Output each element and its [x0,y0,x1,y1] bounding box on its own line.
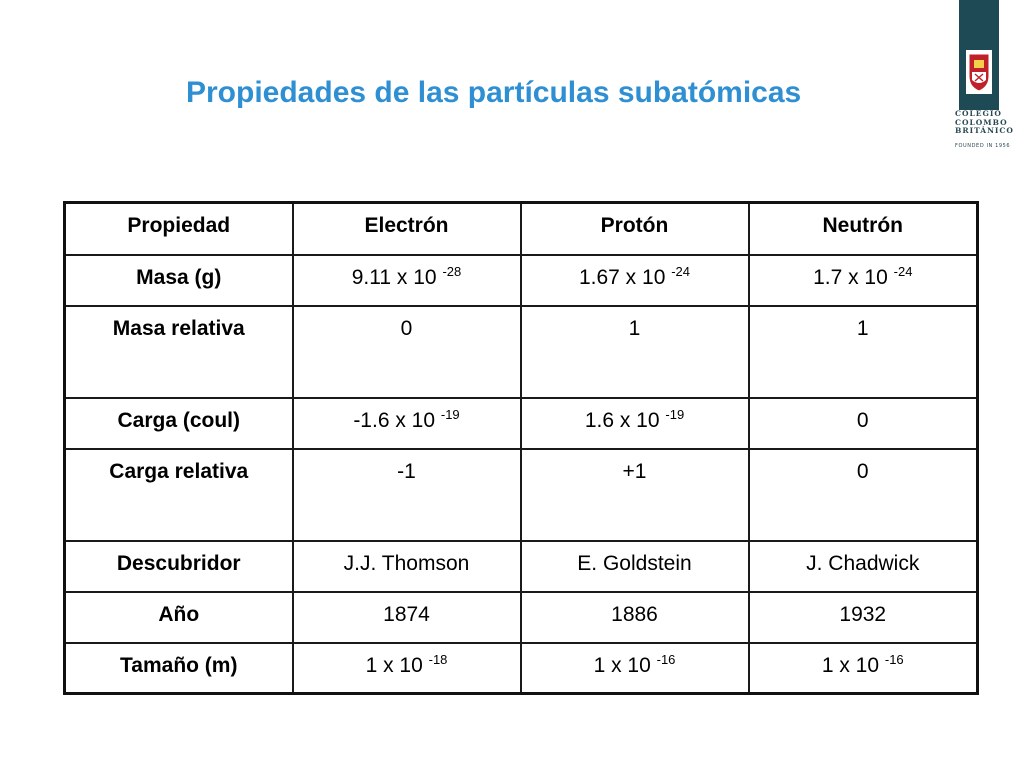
table-cell: J. Chadwick [747,539,979,593]
cell-value: 1.6 x 10 [584,408,660,432]
row-label: Año [63,590,294,644]
cell-exponent: -18 [428,651,448,667]
cell-value: -1 [397,459,416,483]
table-cell: -1.6 x 10 -19 [291,396,522,450]
logo-founded: FOUNDED IN 1956 [955,143,1011,149]
cell-value: 1932 [839,602,887,626]
table-cell: 9.11 x 10 -28 [291,253,522,307]
cell-value: 9.11 x 10 [351,265,437,289]
properties-table-container: Propiedad Electrón Protón Neutrón Masa (… [63,201,979,695]
cell-exponent: -19 [665,406,685,422]
row-label: Carga relativa [63,447,294,542]
cell-exponent: -24 [893,263,913,279]
cell-exponent: -28 [442,263,462,279]
cell-exponent: -19 [440,406,460,422]
row-label: Tamaño (m) [63,641,294,695]
cell-value: 1886 [611,602,658,626]
table-row: Descubridor J.J. Thomson E. Goldstein J. Ch… [63,539,979,593]
row-label: Carga (coul) [63,396,294,450]
logo-wordmark: COLEGIO COLOMBO BRITÁNICO [955,109,1019,136]
table-cell: 1.6 x 10 -19 [519,396,750,450]
table-cell: +1 [519,447,750,542]
cell-value: 0 [856,459,869,483]
cell-value: 1.67 x 10 [578,265,666,289]
table-cell: 1932 [747,590,979,644]
slide-title: Propiedades de las partículas subatómica… [186,76,802,109]
table-cell: J.J. Thomson [291,539,522,593]
cell-value: 1 x 10 [593,653,651,677]
table-cell: 1.7 x 10 -24 [747,253,979,307]
column-header: Electrón [291,201,522,256]
table-row: Carga (coul) -1.6 x 10 -19 1.6 x 10 -19 0 [63,396,979,450]
cell-exponent: -16 [656,651,676,667]
table-cell: 0 [747,447,979,542]
table-row: Tamaño (m) 1 x 10 -18 1 x 10 -16 1 x 10 -16 [63,641,979,695]
row-label: Masa (g) [63,253,294,307]
table-cell: 1 x 10 -18 [291,641,522,695]
table-row: Masa relativa 0 1 1 [63,304,979,399]
table-cell: 1886 [519,590,750,644]
table-cell: 1 [747,304,979,399]
table-cell: 0 [291,304,522,399]
table-cell: 1874 [291,590,522,644]
cell-value: E. Goldstein [577,551,692,575]
table-cell: E. Goldstein [519,539,750,593]
column-header: Propiedad [63,201,294,256]
cell-value: 1.7 x 10 [813,265,888,289]
cell-exponent: -24 [671,263,691,279]
table-header-row: Propiedad Electrón Protón Neutrón [63,201,979,256]
row-label: Descubridor [63,539,294,593]
table-cell: 1 x 10 -16 [747,641,979,695]
table-cell: 1 x 10 -16 [519,641,750,695]
cell-value: J.J. Thomson [343,551,470,575]
table-cell: 1.67 x 10 -24 [519,253,750,307]
cell-value: +1 [622,459,647,483]
column-header: Neutrón [747,201,979,256]
shield-icon [966,50,992,99]
table-cell: 1 [519,304,750,399]
cell-value: -1.6 x 10 [353,408,436,432]
logo-line-3: BRITÁNICO [955,126,1014,135]
cell-value: J. Chadwick [806,551,920,575]
table-row: Masa (g) 9.11 x 10 -28 1.67 x 10 -24 1.7 x … [63,253,979,307]
cell-value: 1 [856,316,869,340]
school-logo: COLEGIO COLOMBO BRITÁNICO FOUNDED IN 195… [953,0,1019,152]
table-row: Año 1874 1886 1932 [63,590,979,644]
cell-value: 0 [856,408,869,432]
cell-value: 1 x 10 [365,653,423,677]
properties-table: Propiedad Electrón Protón Neutrón Masa (… [63,201,979,695]
cell-value: 0 [400,316,413,340]
cell-value: 1 [628,316,641,340]
cell-value: 1 x 10 [821,653,880,677]
logo-line-1: COLEGIO [955,109,1002,118]
table-cell: 0 [747,396,979,450]
cell-value: 1874 [383,602,430,626]
column-header: Protón [519,201,750,256]
cell-exponent: -16 [884,651,904,667]
table-body: Masa (g) 9.11 x 10 -28 1.67 x 10 -24 1.7 x … [63,253,979,695]
row-label: Masa relativa [63,304,294,399]
table-cell: -1 [291,447,522,542]
logo-line-2: COLOMBO [955,117,1008,127]
table-row: Carga relativa -1 +1 0 [63,447,979,542]
